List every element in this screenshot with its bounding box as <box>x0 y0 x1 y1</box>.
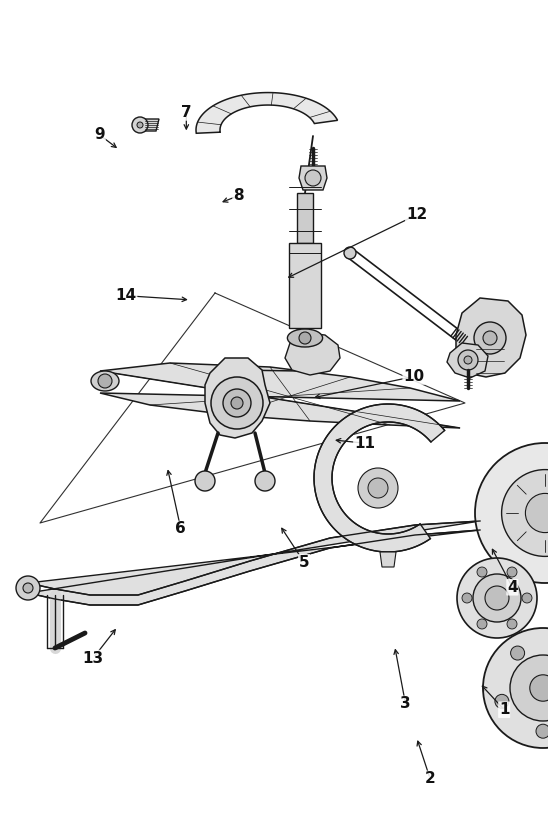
Circle shape <box>477 619 487 629</box>
Circle shape <box>23 583 33 593</box>
Circle shape <box>526 493 548 532</box>
Circle shape <box>495 695 509 708</box>
Circle shape <box>477 567 487 577</box>
Circle shape <box>522 593 532 603</box>
Circle shape <box>231 397 243 409</box>
Circle shape <box>368 478 388 498</box>
Circle shape <box>137 122 143 128</box>
Circle shape <box>299 332 311 344</box>
Circle shape <box>530 675 548 701</box>
Text: 8: 8 <box>233 188 244 203</box>
Polygon shape <box>299 166 327 190</box>
Circle shape <box>462 593 472 603</box>
Polygon shape <box>456 298 526 377</box>
Circle shape <box>507 567 517 577</box>
Polygon shape <box>289 243 321 328</box>
Text: 5: 5 <box>299 555 310 570</box>
Circle shape <box>358 468 398 508</box>
Text: 12: 12 <box>406 207 427 222</box>
Circle shape <box>223 389 251 417</box>
Circle shape <box>255 471 275 491</box>
Circle shape <box>211 377 263 429</box>
Circle shape <box>457 558 537 638</box>
Text: 6: 6 <box>175 521 186 536</box>
Polygon shape <box>196 92 338 133</box>
Circle shape <box>473 574 521 622</box>
Circle shape <box>510 655 548 721</box>
Polygon shape <box>380 552 396 567</box>
Circle shape <box>536 724 548 738</box>
Polygon shape <box>28 521 480 605</box>
Circle shape <box>483 331 497 345</box>
Circle shape <box>195 471 215 491</box>
Polygon shape <box>447 343 488 378</box>
Polygon shape <box>205 358 270 438</box>
Text: 13: 13 <box>83 651 104 666</box>
Polygon shape <box>144 119 159 131</box>
Circle shape <box>458 350 478 370</box>
Circle shape <box>511 646 524 660</box>
Circle shape <box>507 619 517 629</box>
Text: 4: 4 <box>507 580 518 595</box>
Polygon shape <box>285 333 340 375</box>
Circle shape <box>344 247 356 259</box>
Circle shape <box>483 628 548 748</box>
Text: 2: 2 <box>425 771 436 786</box>
Ellipse shape <box>287 329 323 347</box>
Text: 14: 14 <box>116 288 136 303</box>
Text: 9: 9 <box>94 127 105 142</box>
Circle shape <box>132 117 148 133</box>
Text: 10: 10 <box>403 369 424 384</box>
Circle shape <box>485 586 509 610</box>
Polygon shape <box>297 193 313 243</box>
Polygon shape <box>100 363 460 428</box>
Circle shape <box>305 170 321 186</box>
Circle shape <box>475 443 548 583</box>
Text: 1: 1 <box>499 702 510 717</box>
Text: 3: 3 <box>400 696 411 711</box>
Circle shape <box>98 374 112 388</box>
Circle shape <box>16 576 40 600</box>
Polygon shape <box>314 404 444 552</box>
Circle shape <box>474 322 506 354</box>
Text: 11: 11 <box>354 436 375 451</box>
Circle shape <box>501 470 548 556</box>
Circle shape <box>464 356 472 364</box>
Ellipse shape <box>91 371 119 391</box>
Text: 7: 7 <box>181 105 192 120</box>
